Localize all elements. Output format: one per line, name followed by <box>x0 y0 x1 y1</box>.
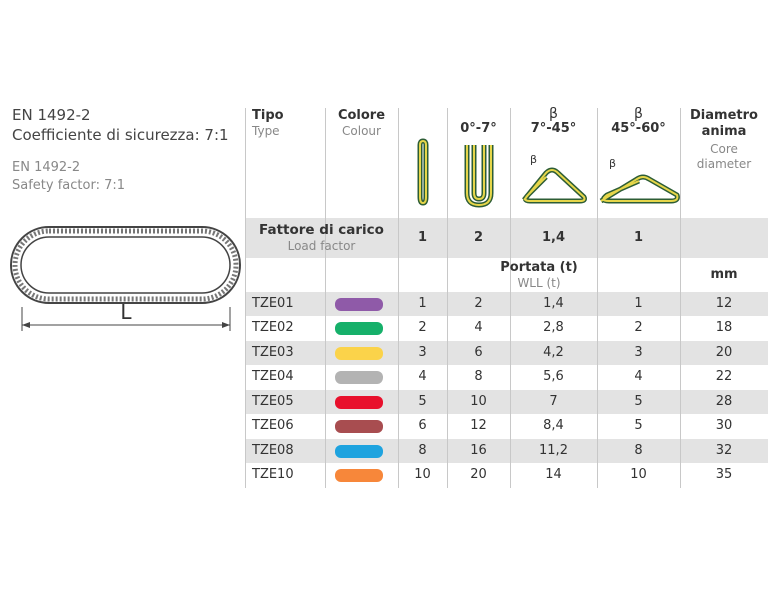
colour-swatch <box>335 445 383 458</box>
sling-icon <box>417 138 428 206</box>
colour-swatch <box>335 469 383 482</box>
wll-value: 35 <box>715 467 733 482</box>
wll-value: 28 <box>715 394 733 409</box>
wll-value: 30 <box>715 418 733 433</box>
wll-value: 5 <box>634 394 643 409</box>
angle-range: 0°-7° <box>460 121 497 136</box>
wll-value: 12 <box>470 418 487 433</box>
colour-swatch <box>335 298 383 311</box>
wll-value: 5 <box>634 418 643 433</box>
wll-value: 2 <box>474 296 483 311</box>
product-code: TZE05 <box>252 394 294 409</box>
table-left-line <box>245 108 246 488</box>
sling-icon: β <box>599 157 680 204</box>
wll-value: 22 <box>715 369 733 384</box>
header-diameter-en: Core diameter <box>696 142 752 171</box>
header-colour: Colore <box>337 108 386 123</box>
load-factor-label: Fattore di carico <box>259 222 384 238</box>
icon-beta: β <box>609 157 616 170</box>
wll-value: 3 <box>418 345 427 360</box>
wll-value: 3 <box>634 345 643 360</box>
wll-value: 2 <box>634 320 643 335</box>
column-line <box>680 108 681 488</box>
wll-value: 10 <box>470 394 487 409</box>
angle-range: 7°-45° <box>530 121 577 136</box>
safety-factor-en: Safety factor: 7:1 <box>12 178 126 193</box>
wll-value: 8 <box>474 369 483 384</box>
wll-value: 6 <box>418 418 427 433</box>
wll-value: 1 <box>634 296 643 311</box>
wll-value: 11,2 <box>539 443 568 458</box>
colour-swatch <box>335 396 383 409</box>
wll-value: 4,2 <box>543 345 564 360</box>
wll-value: 10 <box>630 467 647 482</box>
column-line <box>597 108 598 488</box>
wll-value: 12 <box>715 296 733 311</box>
product-code: TZE02 <box>252 320 294 335</box>
wll-value: 1,4 <box>543 296 564 311</box>
beta-symbol: β <box>634 106 643 122</box>
wll-value: 2,8 <box>543 320 564 335</box>
wll-value: 4 <box>474 320 483 335</box>
product-code: TZE08 <box>252 443 294 458</box>
header-colour-en: Colour <box>342 124 381 138</box>
length-label: L <box>120 300 132 324</box>
wll-label: Portata (t) <box>500 260 578 275</box>
wll-value: 16 <box>470 443 487 458</box>
wll-value: 4 <box>418 369 427 384</box>
wll-value: 14 <box>545 467 562 482</box>
colour-swatch <box>335 420 383 433</box>
load-factor-value: 1 <box>417 230 428 245</box>
column-line <box>398 108 399 488</box>
load-factor-value: 2 <box>473 230 484 245</box>
sling-icon <box>464 145 493 208</box>
standard-en: EN 1492-2 <box>12 160 81 175</box>
icon-beta: β <box>530 153 537 166</box>
wll-value: 20 <box>470 467 487 482</box>
product-code: TZE10 <box>252 467 294 482</box>
header-type-en: Type <box>252 124 280 138</box>
product-code: TZE01 <box>252 296 294 311</box>
header-type: Tipo <box>252 108 284 123</box>
colour-swatch <box>335 322 383 335</box>
column-line <box>325 108 326 488</box>
column-line <box>510 108 511 488</box>
wll-value: 10 <box>414 467 431 482</box>
wll-value: 32 <box>715 443 733 458</box>
product-code: TZE03 <box>252 345 294 360</box>
product-code: TZE06 <box>252 418 294 433</box>
angle-range: 45°-60° <box>611 121 666 136</box>
header-diameter: Diametro anima <box>690 108 758 139</box>
wll-value: 5,6 <box>543 369 564 384</box>
wll-value: 8,4 <box>543 418 564 433</box>
wll-label-en: WLL (t) <box>517 276 561 290</box>
wll-value: 20 <box>715 345 733 360</box>
sling-drawing: L <box>10 226 241 331</box>
load-factor-label-en: Load factor <box>287 239 356 253</box>
colour-swatch <box>335 347 383 360</box>
wll-value: 8 <box>634 443 643 458</box>
wll-value: 4 <box>634 369 643 384</box>
product-code: TZE04 <box>252 369 294 384</box>
standard: EN 1492-2 <box>12 106 91 124</box>
load-factor-value: 1,4 <box>541 230 566 245</box>
wll-value: 8 <box>418 443 427 458</box>
wll-value: 7 <box>549 394 558 409</box>
wll-value: 6 <box>474 345 483 360</box>
colour-swatch <box>335 371 383 384</box>
wll-value: 5 <box>418 394 427 409</box>
load-factor-value: 1 <box>633 230 644 245</box>
wll-value: 1 <box>418 296 427 311</box>
wll-value: 2 <box>418 320 427 335</box>
beta-symbol: β <box>549 106 558 122</box>
safety-factor: Coefficiente di sicurezza: 7:1 <box>12 126 229 144</box>
unit-label: mm <box>710 267 738 282</box>
column-line <box>447 108 448 488</box>
wll-value: 18 <box>715 320 733 335</box>
sling-icon: β <box>521 153 587 204</box>
